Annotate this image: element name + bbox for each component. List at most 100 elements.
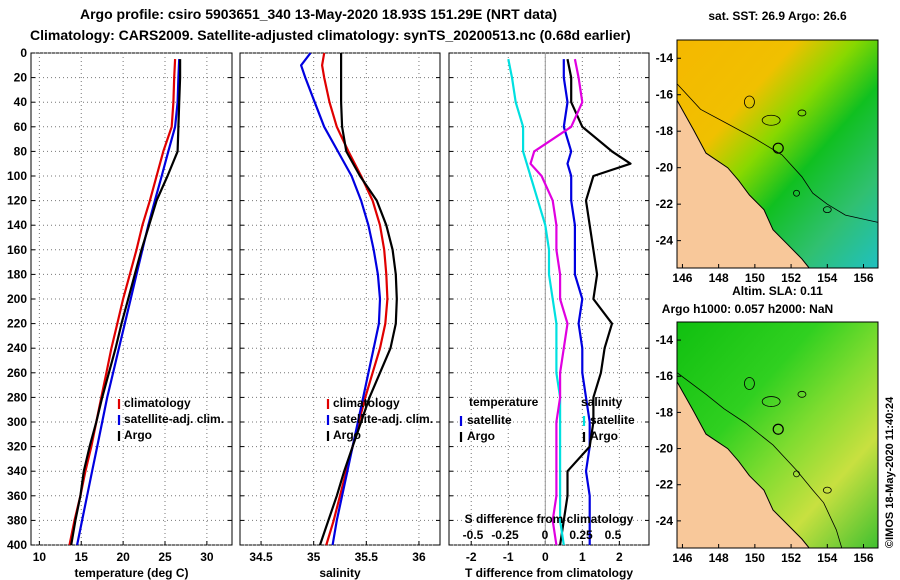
- chart-temperature: 0 20 40 60 80 100 120 140 160 180 200 220 240 260 280 3…: [7, 46, 233, 580]
- reef-outline: [822, 486, 832, 494]
- reef-outline: [797, 390, 807, 398]
- reef-outline: [744, 95, 755, 109]
- reef-outline: [822, 206, 832, 214]
- x-tick-label: 34.5: [249, 550, 273, 564]
- x-tick-label: -1: [503, 550, 514, 564]
- series-line-satellite-adj-clim-: [300, 52, 382, 546]
- map-x-tick-label: 148: [709, 551, 729, 565]
- map-y-tick-label: -22: [656, 197, 674, 211]
- map-x-tick-label: 146: [672, 551, 692, 565]
- map-x-tick-label: 156: [853, 551, 873, 565]
- series-line-climatology: [68, 59, 177, 546]
- map-x-tick-label: 156: [853, 271, 873, 285]
- map-x-tick-label: 150: [745, 271, 765, 285]
- legend-label: satellite: [467, 413, 512, 427]
- chart-difference: -2 -1 0 1 2 T difference from climatology temp…: [448, 52, 650, 580]
- series-line-s-satellite: [507, 58, 565, 546]
- x-tick-label: 35: [307, 550, 321, 564]
- s-tick-label: 0.5: [605, 528, 622, 542]
- map-y-tick-label: -16: [656, 369, 674, 383]
- legend-label: Argo: [467, 429, 495, 443]
- y-tick-label: 80: [14, 144, 28, 158]
- x-axis-label: temperature (deg C): [74, 566, 188, 580]
- s-axis-label: S difference from climatology: [465, 512, 634, 526]
- y-tick-label: 40: [14, 95, 28, 109]
- x-axis-label: T difference from climatology: [465, 566, 633, 580]
- reef-outline: [797, 109, 807, 117]
- map-y-tick-label: -20: [656, 161, 674, 175]
- y-tick-label: 360: [7, 489, 27, 503]
- legend-heading: salinity: [581, 395, 623, 409]
- x-tick-label: 0: [542, 550, 549, 564]
- y-tick-label: 60: [14, 120, 28, 134]
- map-title: sat. SST: 26.9 Argo: 26.6: [708, 9, 847, 23]
- y-tick-label: 140: [7, 218, 27, 232]
- map-frame: [676, 39, 879, 269]
- map-y-tick-label: -24: [656, 514, 674, 528]
- s-tick-label: 0: [542, 528, 549, 542]
- y-tick-label: 100: [7, 169, 27, 183]
- map-y-tick-label: -20: [656, 442, 674, 456]
- s-tick-label: 0.25: [569, 528, 593, 542]
- map-x-tick-label: 152: [781, 551, 801, 565]
- y-tick-label: 400: [7, 538, 27, 552]
- reef-outline: [793, 189, 800, 197]
- map-title-2: Argo h1000: 0.057 h2000: NaN: [662, 302, 833, 316]
- argo-location-marker: [772, 423, 784, 435]
- map-y-tick-label: -18: [656, 405, 674, 419]
- y-tick-label: 220: [7, 317, 27, 331]
- reef-outline: [744, 377, 755, 390]
- x-tick-label: 15: [75, 550, 89, 564]
- reef-outline: [761, 396, 781, 407]
- legend-label: Argo: [124, 428, 152, 442]
- map-x-tick-label: 154: [817, 271, 837, 285]
- map-sst: sat. SST: 26.9 Argo: 26.6 146 148 150 152 154…: [656, 9, 879, 285]
- x-tick-label: 30: [200, 550, 214, 564]
- y-tick-label: 200: [7, 292, 27, 306]
- map-y-tick-label: -18: [656, 124, 674, 138]
- x-tick-label: -2: [466, 550, 477, 564]
- y-tick-label: 160: [7, 243, 27, 257]
- y-tick-label: 380: [7, 513, 27, 527]
- map-x-tick-label: 154: [817, 551, 837, 565]
- s-tick-label: -0.25: [491, 528, 519, 542]
- depth-contour: [676, 372, 843, 549]
- y-tick-label: 240: [7, 341, 27, 355]
- map-x-tick-label: 152: [781, 271, 801, 285]
- y-tick-label: 300: [7, 415, 27, 429]
- chart-salinity: 34.5 35 35.5 36 salinity climatology satellite…: [239, 52, 441, 580]
- y-tick-label: 340: [7, 464, 27, 478]
- series-line-argo: [70, 59, 182, 546]
- series-line-argo: [318, 53, 398, 546]
- x-tick-label: 25: [158, 550, 172, 564]
- y-tick-label: 260: [7, 366, 27, 380]
- legend-label: Argo: [333, 428, 361, 442]
- x-tick-label: 2: [616, 550, 623, 564]
- x-tick-label: 1: [579, 550, 586, 564]
- series-line-satellite-adj-clim-: [76, 59, 181, 546]
- credit-text: ©IMOS 18-May-2020 11:40:24: [884, 396, 896, 548]
- y-tick-label: 320: [7, 440, 27, 454]
- x-tick-label: 20: [116, 550, 130, 564]
- map-frame: [676, 321, 879, 549]
- legend-label: climatology: [333, 396, 400, 410]
- series-line-t-argo: [559, 58, 632, 546]
- map-y-tick-label: -22: [656, 478, 674, 492]
- series-line-t-satellite: [562, 59, 591, 545]
- map-y-tick-label: -14: [656, 51, 674, 65]
- map-title: Altim. SLA: 0.11: [732, 284, 823, 298]
- map-x-tick-label: 148: [709, 271, 729, 285]
- map-y-tick-label: -14: [656, 333, 674, 347]
- reef-outline: [793, 470, 800, 478]
- y-tick-label: 280: [7, 390, 27, 404]
- map-sla: Altim. SLA: 0.11 Argo h1000: 0.057 h2000:…: [656, 284, 879, 565]
- series-line-s-clim: [529, 58, 584, 546]
- legend-label: climatology: [124, 396, 191, 410]
- header-title-line1: Argo profile: csiro 5903651_340 13-May-2…: [80, 6, 558, 22]
- legend-label: satellite: [590, 413, 635, 427]
- legend-heading: temperature: [469, 395, 539, 409]
- y-tick-label: 120: [7, 194, 27, 208]
- y-tick-label: 20: [14, 71, 28, 85]
- legend-label: satellite-adj. clim.: [124, 412, 224, 426]
- header-title-line2: Climatology: CARS2009. Satellite-adjuste…: [30, 27, 631, 43]
